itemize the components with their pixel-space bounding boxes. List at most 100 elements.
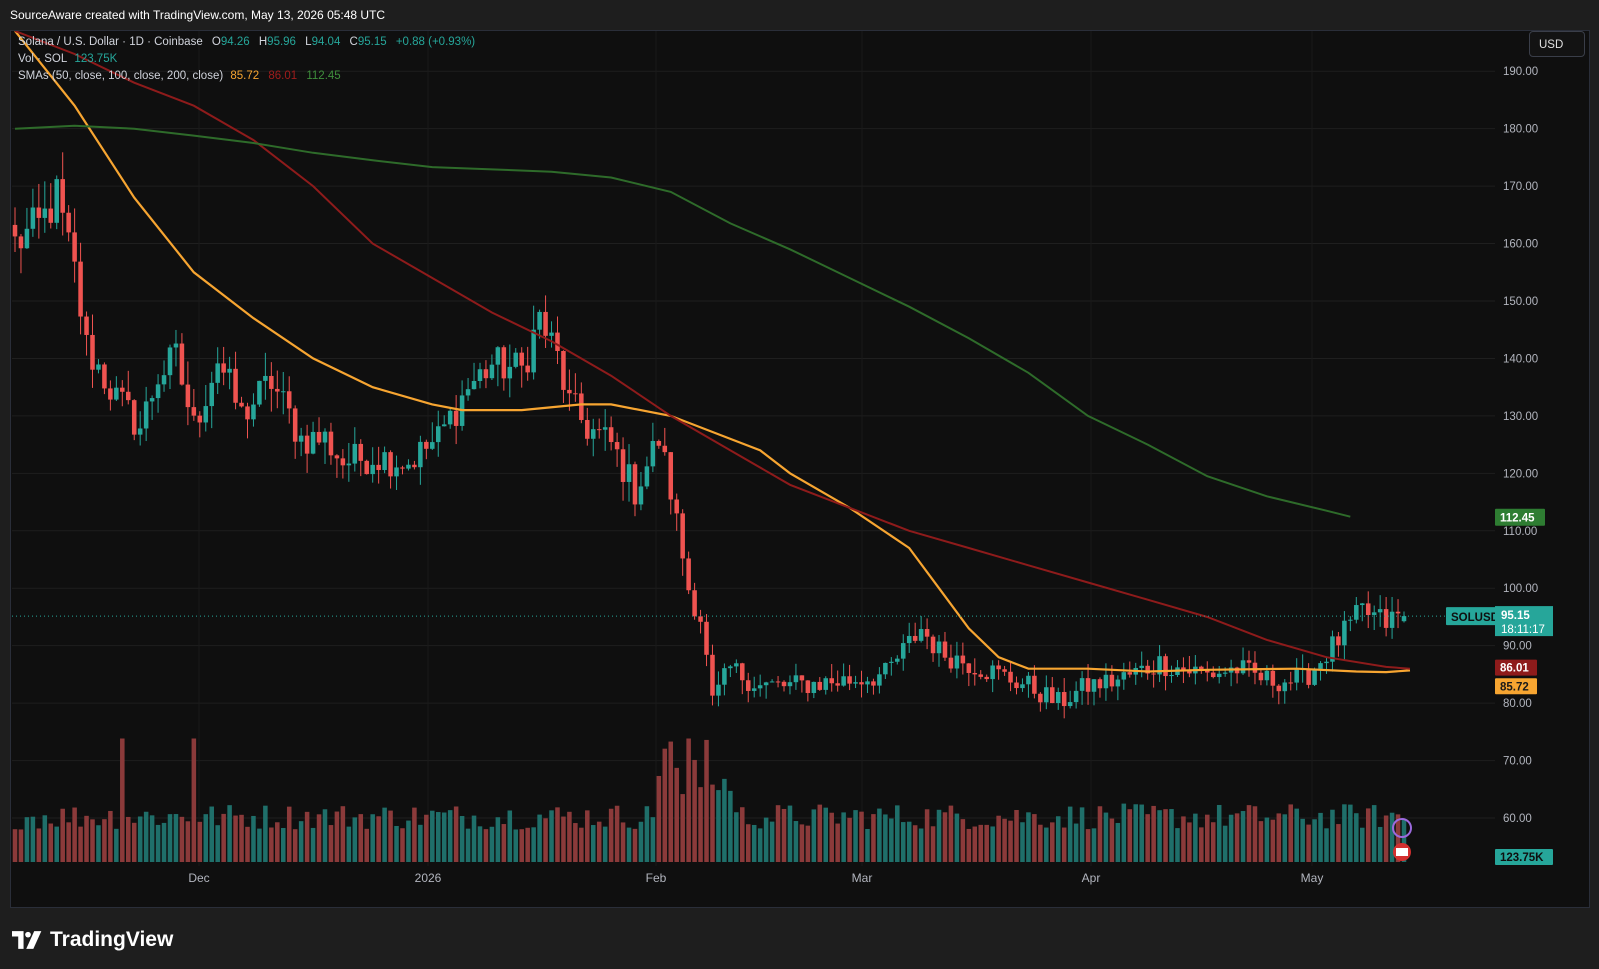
candle-body [42,208,48,218]
candle-body [722,668,727,685]
low-label: L [305,36,312,48]
y-tick-label: 140.00 [1503,353,1538,365]
candle-body [1360,603,1365,606]
candle-body [745,680,751,691]
candle-body [871,681,876,686]
candle-body [24,228,30,249]
volume-bar [596,821,602,862]
candle-body [841,676,846,686]
y-tick-label: 160.00 [1503,239,1538,251]
candle-body [829,678,834,684]
brand[interactable]: TradingView [12,928,173,952]
volume-bar [900,822,906,862]
sma200-tag-text: 112.45 [1500,513,1535,525]
candle-body [632,464,638,505]
candle-body [233,368,238,403]
candle-body [108,388,113,400]
currency-button[interactable]: USD [1529,31,1585,57]
candle-body [394,467,399,477]
volume-bar [990,826,995,862]
volume-bar [996,815,1001,862]
candle-body [412,464,417,468]
candle-body [1389,611,1395,628]
candle-body [728,666,733,669]
volume-bar [936,809,942,862]
candle-body [811,681,817,694]
candle-body [1109,674,1115,687]
candle-body [322,431,328,443]
candle-body [209,382,214,407]
legend-volume-row[interactable]: Vol · SOL 123.75K [18,51,475,68]
candle-body [1145,665,1150,674]
candle-body [328,431,334,456]
candle-body [1115,679,1121,687]
candle-body [1240,660,1246,674]
candle-body [137,428,143,435]
volume-bar [1228,814,1234,862]
x-tick-label: Mar [852,871,873,885]
volume-bar [84,815,89,862]
symbol-title[interactable]: Solana / U.S. Dollar · 1D · Coinbase [18,36,203,48]
candle-body [84,316,89,335]
candle-body [1324,661,1329,664]
x-tick-label: Feb [646,871,667,885]
candle-body [835,683,840,686]
brand-name: TradingView [50,928,174,951]
volume-bar [1050,822,1055,862]
volume-bar [1383,815,1389,862]
volume-bar [251,815,256,862]
candle-body [179,343,185,385]
candle-body [1365,603,1371,615]
candle-body [30,207,36,229]
volume-bar [477,826,483,862]
volume-bar [1354,813,1359,862]
volume-bar [215,825,220,862]
volume-bar [811,809,817,862]
volume-bar [173,814,179,862]
candle-body [298,435,304,442]
volume-bar [286,806,292,862]
price-chart[interactable]: 190.00 180.00 170.00 160.00 150.00 140.00 130.… [0,0,1599,910]
volume-bar [1312,819,1317,862]
candle-body [251,404,256,420]
volume-bar [203,814,209,862]
volume-bar [871,814,876,862]
volume-bar [602,826,608,862]
volume-bar [280,827,286,862]
candle-body [465,389,471,396]
candle-body [585,419,590,439]
volume-bar [1193,813,1198,862]
candle-body [1091,679,1097,692]
candle-body [751,688,757,691]
volume-bar [465,828,471,862]
volume-bar [889,818,894,862]
candle-body [1371,612,1377,615]
volume-bar [519,829,524,862]
candle-body [346,463,352,466]
candle-body [36,207,42,218]
candle-body [1157,656,1162,675]
candle-body [698,616,703,622]
candle-body [215,363,220,383]
candle-body [78,261,83,317]
volume-bar [984,824,989,862]
candle-body [155,384,161,399]
sma50-tag [1495,678,1537,695]
legend-sma-row[interactable]: SMAs (50, close, 100, close, 200, close)… [18,68,475,85]
candle-body [340,458,346,466]
volume-bar [1139,804,1144,862]
candle-body [316,431,322,443]
volume-bar [930,826,936,862]
candle-body [638,486,644,505]
volume-bar [656,775,662,862]
volume-bar [1246,805,1252,862]
volume-bar [1157,810,1162,862]
volume-bar [471,815,477,862]
candle-body [847,676,852,684]
legend-ohlc-row: Solana / U.S. Dollar · 1D · Coinbase O94… [18,34,475,51]
volume-bar [716,790,721,862]
candle-body [1264,670,1270,681]
last-price-text: 95.15 [1501,610,1530,622]
chart-frame[interactable] [10,30,1590,908]
candle-body [567,389,572,394]
